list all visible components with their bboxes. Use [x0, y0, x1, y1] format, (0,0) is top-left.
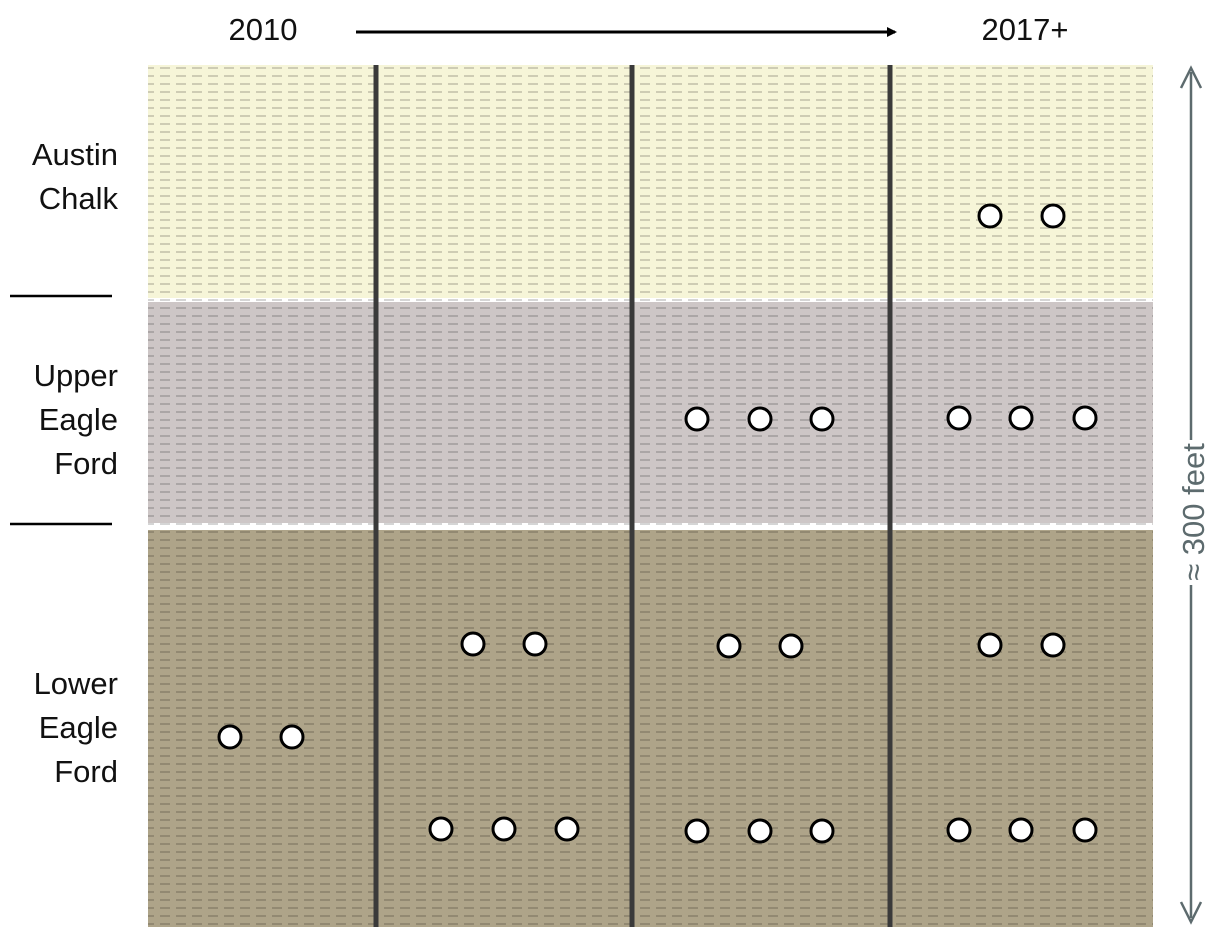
layer-label: Eagle: [39, 710, 118, 745]
well: [1008, 817, 1034, 843]
well: [684, 818, 710, 844]
well: [491, 816, 517, 842]
layer-label: Chalk: [39, 181, 119, 216]
scale-arrow: [1179, 901, 1203, 925]
well: [809, 406, 835, 432]
well: [217, 724, 243, 750]
well: [946, 405, 972, 431]
layer-labels: Austin Chalk Upper Eagle Ford Lower Eagle Ford: [32, 137, 119, 789]
layer-label: Ford: [54, 754, 118, 789]
well: [1040, 203, 1066, 229]
layer-label: Eagle: [39, 402, 118, 437]
well: [1072, 817, 1098, 843]
texture: [148, 65, 1153, 927]
start-year: 2010: [229, 12, 298, 47]
well: [684, 406, 710, 432]
well: [977, 203, 1003, 229]
well: [747, 818, 773, 844]
layer-label: Upper: [34, 358, 118, 393]
well: [778, 633, 804, 659]
well: [946, 817, 972, 843]
scale: [1179, 65, 1203, 925]
well: [809, 818, 835, 844]
well: [716, 633, 742, 659]
well: [279, 724, 305, 750]
well: [1072, 405, 1098, 431]
well: [747, 406, 773, 432]
well: [1040, 632, 1066, 658]
well: [428, 816, 454, 842]
layer-label: Lower: [34, 666, 118, 701]
scale-label: ≈ 300 feet: [1176, 443, 1211, 581]
well: [554, 816, 580, 842]
well: [1008, 405, 1034, 431]
well: [977, 632, 1003, 658]
wells: [217, 203, 1098, 844]
dividers: [373, 65, 893, 927]
well: [460, 631, 486, 657]
layers: [148, 65, 1153, 927]
end-year: 2017+: [981, 12, 1068, 47]
well: [522, 631, 548, 657]
scale-arrow: [1179, 65, 1203, 89]
layer-label: Ford: [54, 446, 118, 481]
layer-label: Austin: [32, 137, 118, 172]
